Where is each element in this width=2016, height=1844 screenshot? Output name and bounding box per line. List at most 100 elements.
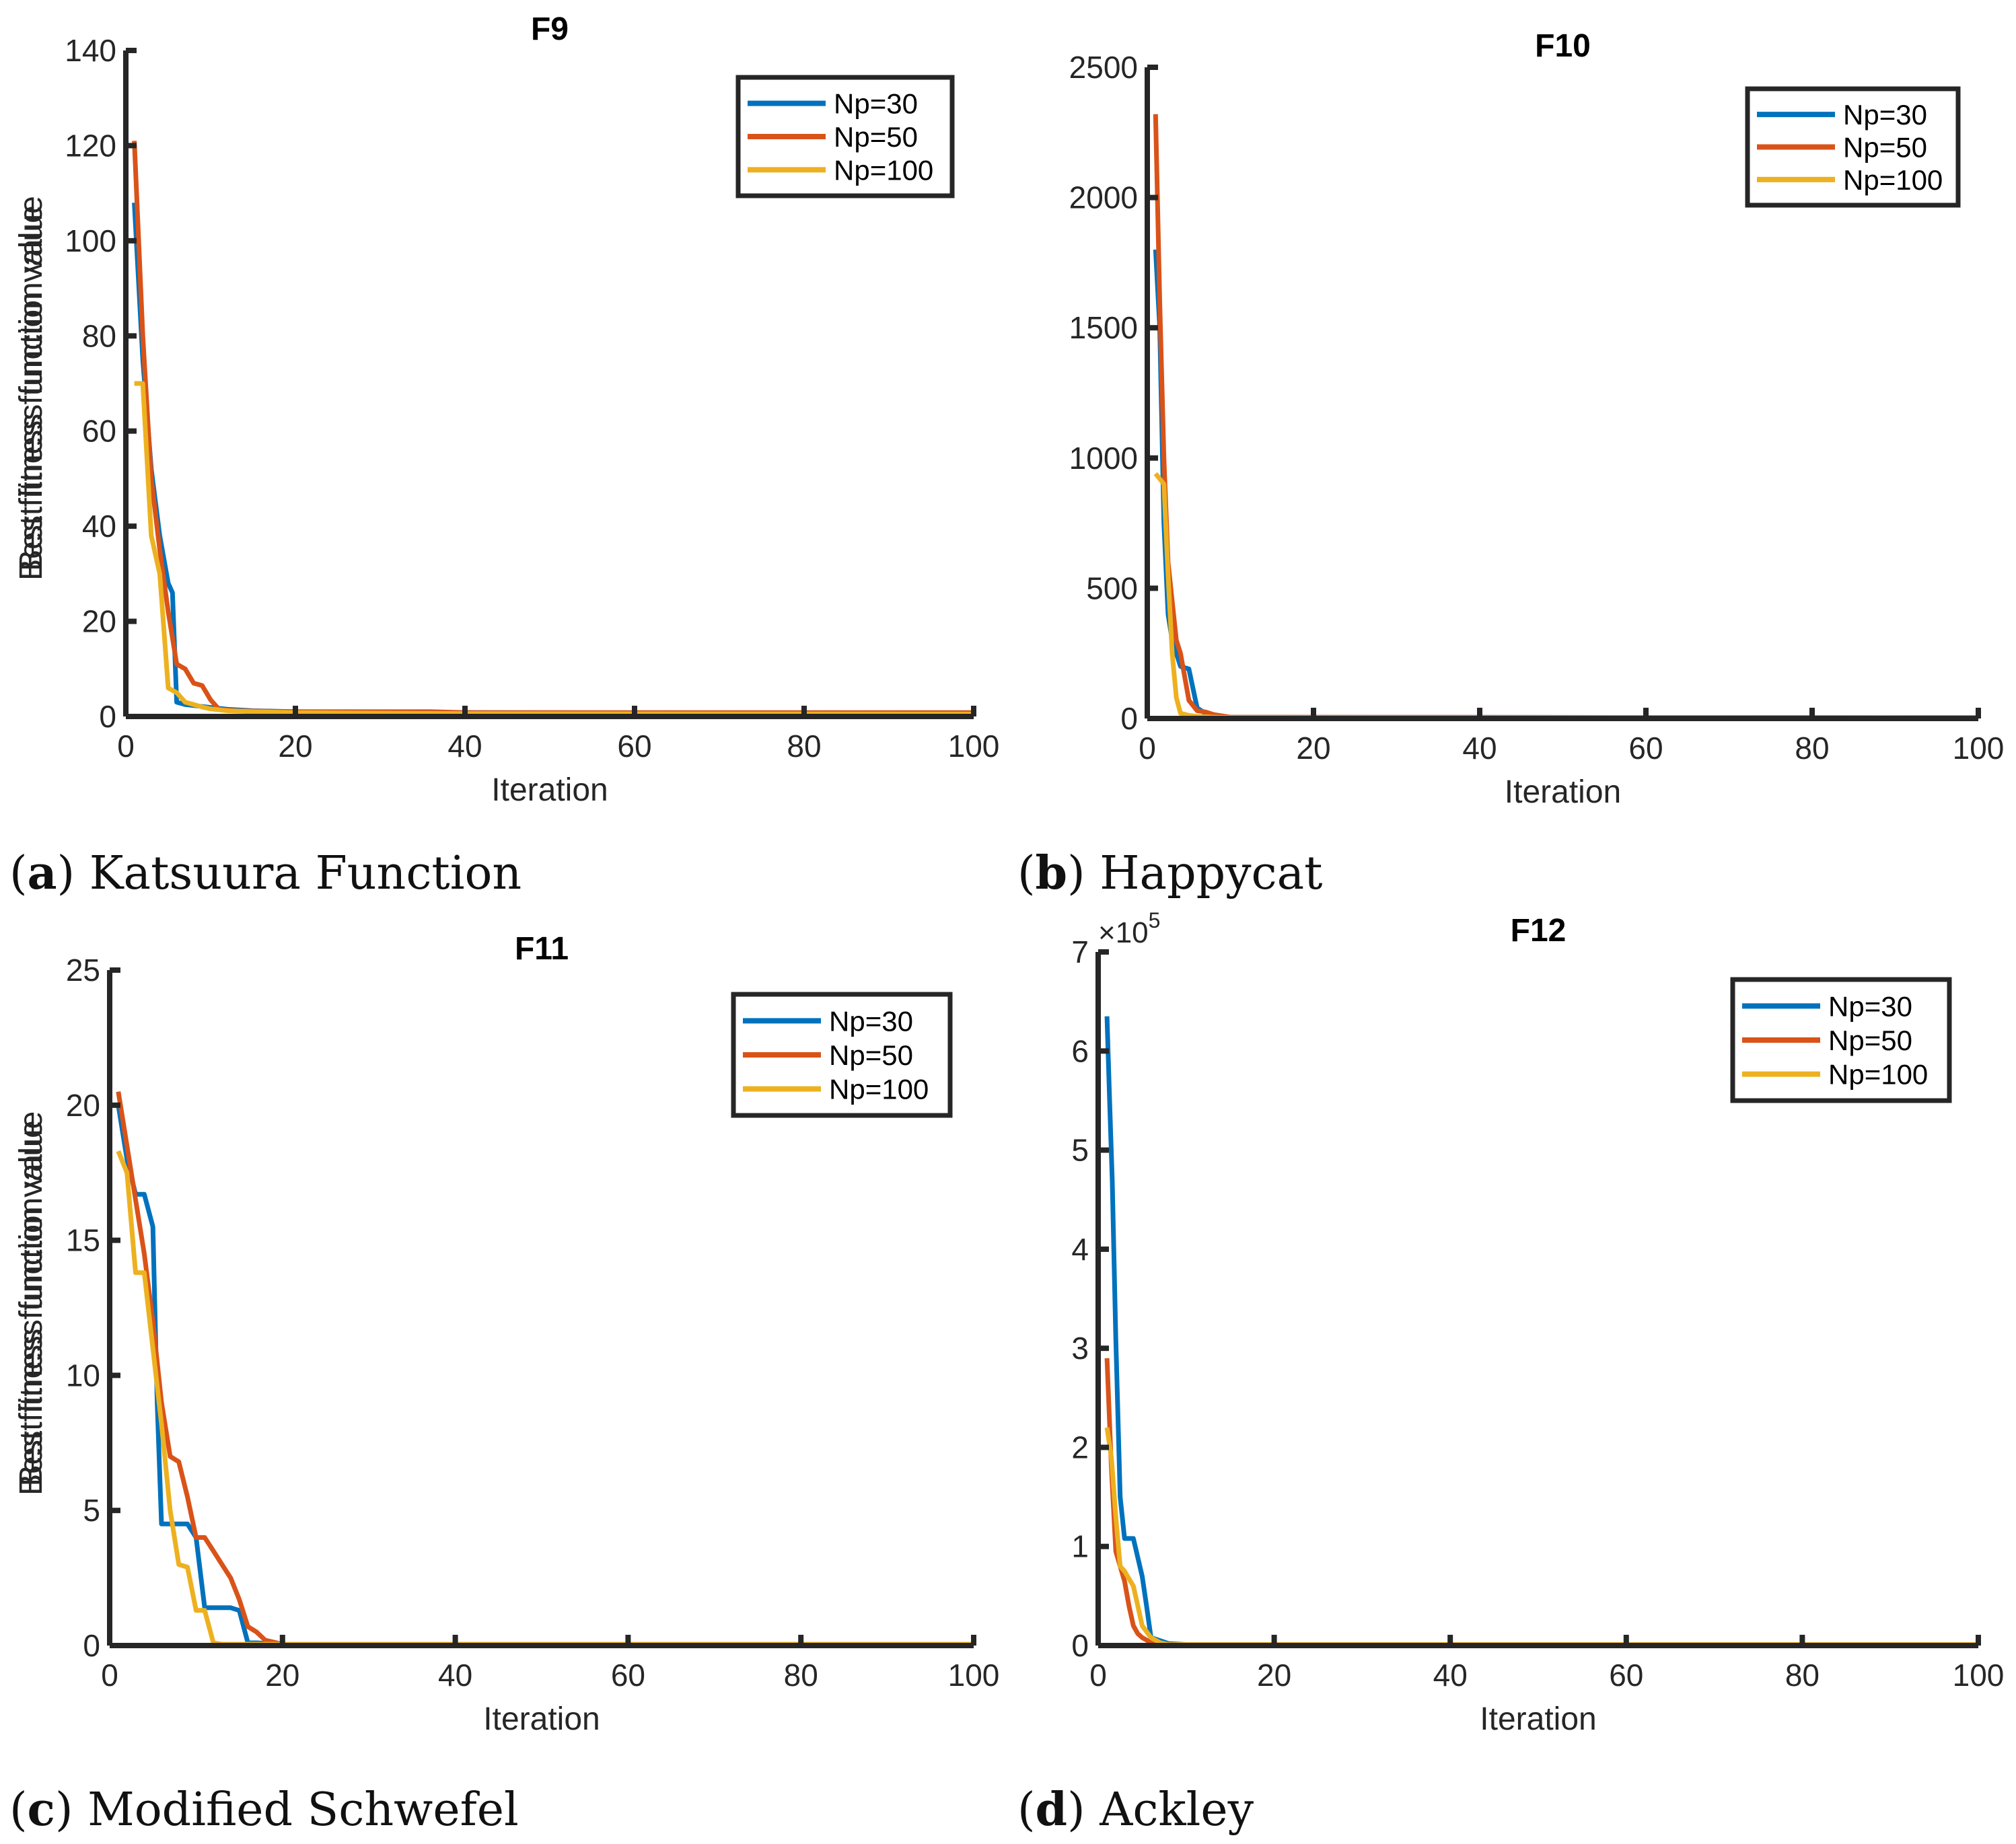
x-tick-label: 60 <box>1628 731 1663 766</box>
y-tick-label: 20 <box>66 1088 100 1123</box>
y-tick-label: 20 <box>82 604 116 639</box>
y-tick-label: 2500 <box>1069 50 1138 85</box>
x-tick-label: 60 <box>1609 1658 1643 1693</box>
y-tick-label: 4 <box>1071 1232 1089 1267</box>
y-tick-label: 25 <box>66 953 100 988</box>
legend-entry: Np=50 <box>829 1039 913 1071</box>
x-tick-label: 40 <box>1462 731 1497 766</box>
x-tick-label: 0 <box>117 729 135 764</box>
y-axis-multiplier-exponent: 5 <box>1149 908 1161 932</box>
x-tick-label: 100 <box>1953 1658 2005 1693</box>
chart-title: F12 <box>1511 913 1567 949</box>
y-tick-label: 1 <box>1071 1529 1089 1564</box>
y-tick-label: 2000 <box>1069 180 1138 215</box>
x-tick-label: 20 <box>1257 1658 1291 1693</box>
legend-box <box>1730 977 1952 1103</box>
caption-c: (c) Modified Schwefel <box>9 1783 519 1837</box>
caption-label: a <box>27 846 57 900</box>
y-tick-label: 3 <box>1071 1331 1089 1366</box>
y-tick-label: 60 <box>82 414 116 449</box>
chart-title: F11 <box>515 931 569 967</box>
legend-entry: Np=100 <box>834 154 933 186</box>
caption-text: Ackley <box>1100 1783 1254 1837</box>
x-tick-label: 100 <box>1953 731 2005 766</box>
series-line-np-30 <box>1153 249 1979 721</box>
x-tick-label: 20 <box>278 729 312 764</box>
x-tick-label: 20 <box>265 1658 299 1693</box>
y-tick-label: 120 <box>65 128 116 163</box>
y-tick-label: 6 <box>1071 1033 1089 1068</box>
y-tick-label: 100 <box>65 223 116 258</box>
x-tick-label: 80 <box>784 1658 818 1693</box>
y-tick-label: 0 <box>1120 701 1138 736</box>
series-line-np-50 <box>132 141 974 715</box>
series-line-np-50 <box>1104 1358 1978 1647</box>
chart-title: F9 <box>531 11 569 47</box>
y-tick-label: 500 <box>1086 570 1138 605</box>
x-tick-label: 0 <box>1139 731 1156 766</box>
y-tick-label: 0 <box>99 699 116 734</box>
x-tick-label: 0 <box>101 1658 118 1693</box>
x-tick-label: 100 <box>948 729 1000 764</box>
chart-f11: 0 20 40 60 80 100 0 5 10 15 20 25 F11 Iteration Best f… <box>13 931 999 1737</box>
caption-text: Katsuura Function <box>89 847 522 900</box>
caption-text: Happycat <box>1100 847 1323 900</box>
y-tick-label: 7 <box>1071 934 1089 969</box>
x-axis-label: Iteration <box>1480 1701 1596 1737</box>
caption-a: (a) Katsuura Function <box>9 846 522 900</box>
series-line-np-100 <box>1153 472 1979 721</box>
caption-label: b <box>1035 846 1068 900</box>
x-tick-label: 80 <box>1795 731 1829 766</box>
series-line-np-30 <box>116 1105 974 1647</box>
legend-entry: Np=30 <box>1843 99 1927 131</box>
legend-entry: Np=30 <box>834 88 918 120</box>
x-tick-label: 60 <box>617 729 651 764</box>
series-line-np-100 <box>1104 1427 1978 1647</box>
caption-b: (b) Happycat <box>1017 846 1323 900</box>
y-tick-label: 80 <box>82 318 116 353</box>
series-line-np-50 <box>1153 114 1979 721</box>
x-tick-label: 60 <box>611 1658 645 1693</box>
chart-title: F10 <box>1535 28 1591 64</box>
y-tick-label: 0 <box>1071 1628 1089 1663</box>
x-tick-label: 100 <box>948 1658 1000 1693</box>
chart-f9: 0 20 40 60 80 100 0 20 40 60 80 100 120 140 F9 Iteratio… <box>13 11 999 808</box>
x-axis-label: Iteration <box>491 772 608 808</box>
legend-entry: Np=100 <box>1843 164 1943 196</box>
y-axis-label: Best fitness function value <box>13 196 49 571</box>
y-axis-label: Best fitness function value <box>13 205 49 581</box>
x-axis-label: Iteration <box>1505 774 1621 810</box>
y-tick-label: 1500 <box>1069 310 1138 345</box>
chart-f10: 0 20 40 60 80 10005001000150020002500F10Itera… <box>13 28 2004 810</box>
y-tick-label: 5 <box>83 1493 100 1528</box>
x-tick-label: 40 <box>438 1658 472 1693</box>
series-line-np-100 <box>116 1150 974 1647</box>
y-tick-label: 5 <box>1071 1133 1089 1168</box>
x-tick-label: 20 <box>1296 731 1330 766</box>
legend-entry: Np=30 <box>1828 990 1912 1022</box>
legend-entry: Np=50 <box>1843 132 1927 163</box>
legend-entry: Np=100 <box>829 1074 929 1105</box>
caption-text: Modified Schwefel <box>87 1783 519 1837</box>
legend-entry: Np=30 <box>829 1005 913 1037</box>
series-line-np-100 <box>134 381 974 716</box>
y-tick-label: 10 <box>66 1358 100 1393</box>
y-tick-label: 40 <box>82 509 116 544</box>
series-line-np-30 <box>1104 1016 1978 1647</box>
x-tick-label: 0 <box>1089 1658 1107 1693</box>
y-tick-label: 2 <box>1071 1430 1089 1465</box>
y-tick-label: 140 <box>65 33 116 68</box>
caption-d: (d) Ackley <box>1017 1783 1254 1837</box>
y-tick-label: 1000 <box>1069 441 1138 476</box>
y-axis-label: Best fitness function value <box>13 1111 49 1487</box>
y-tick-label: 15 <box>66 1223 100 1258</box>
y-axis-label: Best fitness function value <box>13 1120 49 1496</box>
caption-label: d <box>1035 1783 1068 1837</box>
y-axis-multiplier: ×105 <box>1098 908 1160 949</box>
series-line-np-50 <box>116 1091 974 1647</box>
x-tick-label: 80 <box>787 729 821 764</box>
